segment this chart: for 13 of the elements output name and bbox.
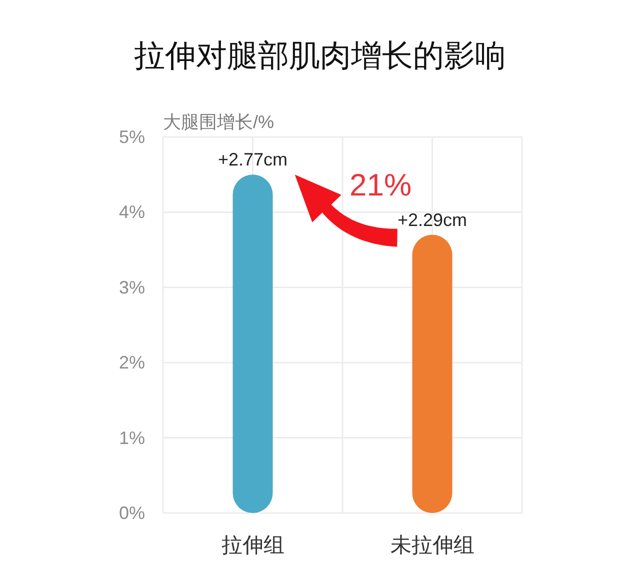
ylabel: 大腿围增长/% [163, 112, 274, 132]
title: 拉伸对腿部肌肉增长的影响 [134, 38, 506, 73]
category: 拉伸组 [221, 534, 284, 557]
y-tick: 1% [118, 428, 145, 448]
y-tick: 5% [118, 127, 145, 147]
y-tick: 2% [118, 352, 145, 373]
y-tick: 4% [118, 202, 145, 222]
annotation: +2.77cm [218, 150, 288, 170]
category: 未拉伸组 [390, 534, 474, 557]
annotation: +2.29cm [397, 210, 468, 230]
y-tick: 3% [118, 277, 145, 298]
y-tick: 0% [118, 503, 145, 523]
annotation: 21% [349, 168, 412, 203]
